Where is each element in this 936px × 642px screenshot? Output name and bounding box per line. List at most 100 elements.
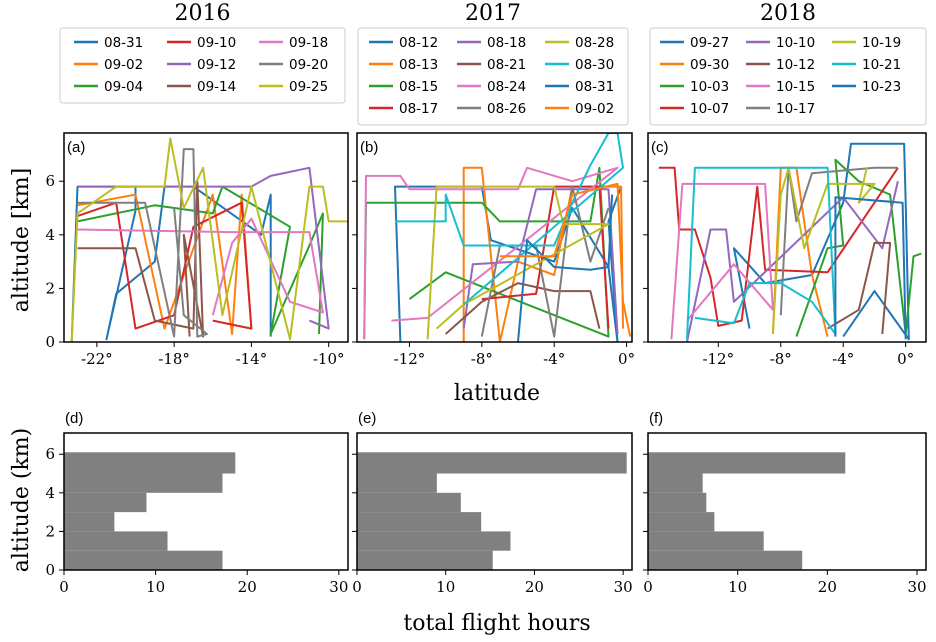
legend-label-08-24: 08-24 (487, 79, 526, 95)
histogram-bar-(d)-5 (64, 452, 236, 474)
x-tick-label: 10 (436, 578, 455, 596)
x-tick-label: -22° (81, 350, 113, 368)
x-tick-label: -14° (236, 350, 268, 368)
trajectory-line-2018-10-17 (779, 166, 898, 316)
trajectory-line-2018-10-07 (658, 166, 899, 327)
x-tick-label: -12° (702, 350, 734, 368)
plot-frame-(f) (647, 432, 927, 571)
y-tick-label: 6 (45, 445, 55, 463)
x-tick-label: 20 (818, 578, 837, 596)
trajectory-line-2017-08-26 (480, 185, 610, 338)
histogram-bar-(d)-2 (64, 512, 115, 532)
histogram-bar-(e)-3 (357, 492, 461, 513)
histogram-bar-(d)-4 (64, 473, 223, 493)
histogram-bar-(f)-3 (648, 492, 707, 513)
x-tick-label: 0 (643, 578, 653, 596)
trajectory-line-2017-08-15 (363, 166, 610, 340)
legend-box (357, 27, 629, 126)
legend-label-10-10: 10-10 (776, 35, 815, 51)
y-tick-label: 2 (45, 522, 55, 540)
legend-label-09-02: 09-02 (104, 57, 143, 73)
histogram-bar-(f)-0 (648, 550, 803, 570)
x-tick-label: 0 (59, 578, 69, 596)
bottom-y-axis-label: altitude (km) (9, 428, 34, 573)
y-tick-label: 4 (45, 484, 55, 502)
x-tick-label: 10 (146, 578, 165, 596)
legend-label-08-21: 08-21 (487, 57, 526, 73)
trajectory-line-2017-08-24 (363, 166, 619, 340)
legend-label-08-18: 08-18 (487, 35, 526, 51)
trajectory-line-2016-09-20 (77, 148, 208, 338)
legend-box (649, 27, 927, 126)
top-y-axis-label: altitude [km] (9, 168, 34, 313)
x-tick-label: -4° (832, 350, 854, 368)
legend-label-09-18: 09-18 (289, 35, 328, 51)
legend-label-08-30: 08-30 (575, 57, 614, 73)
panel-label: (a) (67, 139, 85, 156)
legend-label-10-03: 10-03 (690, 79, 729, 95)
bottom-x-axis-label: total flight hours (403, 611, 590, 636)
x-tick-label: 20 (525, 578, 544, 596)
trajectory-line-2017-08-21 (445, 282, 601, 335)
trajectory-line-2018-10-12 (827, 241, 892, 335)
y-tick-label: 0 (45, 561, 55, 579)
histogram-bar-(d)-3 (64, 492, 147, 513)
plot-frame-(a) (63, 132, 349, 343)
x-tick-label: 0° (618, 350, 635, 368)
x-tick-label: 0° (897, 350, 914, 368)
legend-label-09-20: 09-20 (289, 57, 328, 73)
panel-label: (e) (358, 410, 376, 427)
legend-label-10-19: 10-19 (862, 35, 901, 51)
histogram-bar-(d)-1 (64, 531, 168, 551)
y-tick-label: 0 (45, 333, 55, 351)
legend-label-08-13: 08-13 (399, 57, 438, 73)
legend-label-09-27: 09-27 (690, 35, 729, 51)
x-tick-label: 30 (907, 578, 926, 596)
legend-label-09-02: 09-02 (575, 101, 614, 117)
trajectory-line-2016-09-12 (77, 166, 330, 330)
trajectory-line-2018-10-21 (686, 166, 837, 340)
legend-label-08-17: 08-17 (399, 101, 438, 117)
legend-label-10-21: 10-21 (862, 57, 901, 73)
x-tick-label: 0 (352, 578, 362, 596)
trajectory-line-2018-10-03 (795, 158, 922, 337)
legend-label-09-14: 09-14 (197, 79, 236, 95)
x-tick-label: -18° (158, 350, 190, 368)
plot-frame-(c) (647, 132, 927, 343)
plot-frame-(d) (63, 432, 349, 571)
x-tick-label: -8° (471, 350, 493, 368)
legend-label-10-12: 10-12 (776, 57, 815, 73)
histogram-bar-(f)-5 (648, 452, 846, 474)
legend-label-09-25: 09-25 (289, 79, 328, 95)
legend-label-08-31: 08-31 (575, 79, 614, 95)
histogram-bar-(e)-1 (357, 531, 511, 551)
panel-title-2017: 2017 (465, 1, 521, 26)
histogram-bar-(e)-4 (357, 473, 437, 493)
panel-label: (b) (360, 139, 378, 156)
legend-label-08-28: 08-28 (575, 35, 614, 51)
top-x-axis-label: latitude (454, 381, 540, 406)
x-tick-label: 30 (329, 578, 348, 596)
trajectory-line-2016-09-25 (70, 137, 348, 342)
histogram-bar-(f)-1 (648, 531, 764, 551)
legend-label-10-17: 10-17 (776, 101, 815, 117)
histogram-bar-(d)-0 (64, 550, 223, 570)
trajectory-line-2018-10-15 (670, 182, 774, 340)
trajectory-line-2017-08-18 (462, 188, 619, 335)
legend-label-10-23: 10-23 (862, 79, 901, 95)
histogram-bar-(e)-5 (357, 452, 627, 474)
y-tick-label: 6 (45, 172, 55, 190)
trajectory-line-2017-08-30 (395, 133, 624, 306)
trajectory-line-2016-09-02 (77, 193, 253, 335)
histogram-bar-(f)-2 (648, 512, 715, 532)
plot-frame-(b) (356, 132, 633, 343)
legend-label-08-26: 08-26 (487, 101, 526, 117)
x-tick-label: 30 (614, 578, 633, 596)
legend-label-08-31: 08-31 (104, 35, 143, 51)
legend-label-09-30: 09-30 (690, 57, 729, 73)
legend-label-08-15: 08-15 (399, 79, 438, 95)
legend-label-09-04: 09-04 (104, 79, 143, 95)
y-tick-label: 4 (45, 226, 55, 244)
legend-box (59, 27, 346, 104)
